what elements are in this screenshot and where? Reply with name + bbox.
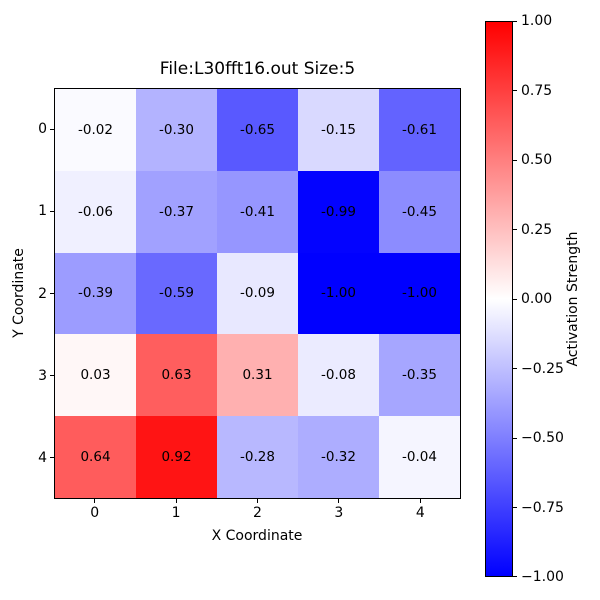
colorbar-tick-label: 0.75 xyxy=(521,82,553,99)
heatmap-cell-value: -0.61 xyxy=(402,121,437,138)
x-tick-mark xyxy=(338,499,340,503)
heatmap-cell: -0.39 xyxy=(55,252,136,335)
colorbar-tick-mark xyxy=(513,437,517,439)
y-tick-label: 3 xyxy=(38,367,47,384)
colorbar-tick-label: −1.00 xyxy=(521,569,564,585)
y-tick-label: 2 xyxy=(38,285,47,302)
colorbar xyxy=(485,21,513,577)
heatmap-cell: -0.32 xyxy=(298,416,379,498)
heatmap-cell: -0.30 xyxy=(136,89,217,171)
heatmap-cell-value: -0.39 xyxy=(78,285,113,302)
heatmap-cell: -0.08 xyxy=(298,334,379,417)
heatmap-cell: -0.09 xyxy=(217,252,298,335)
heatmap-cell: 0.92 xyxy=(136,416,217,498)
heatmap-cell-value: -0.02 xyxy=(78,121,113,138)
colorbar-tick-mark xyxy=(513,90,517,91)
heatmap-cell: -0.41 xyxy=(217,170,298,253)
heatmap-cell: -0.59 xyxy=(136,252,217,335)
heatmap-cell: -0.37 xyxy=(136,170,217,253)
x-tick-label: 0 xyxy=(90,505,100,521)
colorbar-tick-mark xyxy=(513,229,517,230)
heatmap-cell: 0.31 xyxy=(217,334,298,417)
y-tick-mark xyxy=(50,375,54,377)
heatmap-cell-value: -0.65 xyxy=(240,121,275,138)
heatmap-cell-value: -0.09 xyxy=(240,285,275,302)
heatmap-cell: -0.45 xyxy=(379,170,460,253)
colorbar-label: Activation Strength xyxy=(565,231,581,367)
heatmap-cell-value: -0.35 xyxy=(402,367,437,384)
heatmap-cell: 0.03 xyxy=(55,334,136,417)
heatmap-cell-value: -1.00 xyxy=(402,285,437,302)
heatmap-cell-value: 0.64 xyxy=(80,449,111,466)
heatmap-cell-value: -0.08 xyxy=(321,367,356,384)
x-tick-mark xyxy=(175,499,177,503)
x-tick-mark xyxy=(419,499,421,503)
x-tick-label: 2 xyxy=(253,505,262,521)
heatmap-cell-value: 0.92 xyxy=(161,449,192,466)
heatmap-cell: -0.04 xyxy=(379,416,460,498)
heatmap-cell: -1.00 xyxy=(379,252,460,335)
heatmap-grid: -0.02 -0.30 -0.65 -0.15 -0.61 -0.06 -0.37 -0.41… xyxy=(54,88,461,499)
heatmap-cell-value: 0.31 xyxy=(242,367,273,384)
y-tick-label: 0 xyxy=(38,121,47,138)
colorbar-tick-mark xyxy=(513,298,517,300)
heatmap-cell-value: -0.30 xyxy=(159,121,194,138)
heatmap-cell: -0.99 xyxy=(298,170,379,253)
colorbar-tick-label: 0.25 xyxy=(521,221,553,238)
heatmap-cell: -0.28 xyxy=(217,416,298,498)
x-tick-mark xyxy=(94,499,96,503)
y-tick-mark xyxy=(50,128,54,130)
heatmap-cell-value: 0.03 xyxy=(80,367,111,384)
y-tick-mark xyxy=(50,210,54,212)
heatmap-cell-value: -0.59 xyxy=(159,285,194,302)
x-tick-label: 3 xyxy=(334,505,344,521)
y-tick-label: 4 xyxy=(38,449,47,466)
heatmap-cell-value: -0.45 xyxy=(402,203,437,220)
heatmap-cell: 0.63 xyxy=(136,334,217,417)
heatmap-cell-value: -1.00 xyxy=(321,285,356,302)
heatmap-cell: -0.61 xyxy=(379,89,460,171)
x-tick-label: 4 xyxy=(415,505,425,521)
colorbar-tick-label: −0.50 xyxy=(521,430,564,446)
colorbar-tick-label: −0.25 xyxy=(521,360,564,377)
heatmap-cell-value: -0.99 xyxy=(321,203,356,220)
heatmap-cell-value: -0.06 xyxy=(78,203,113,220)
colorbar-tick-mark xyxy=(513,368,517,369)
heatmap-cell: -0.02 xyxy=(55,89,136,171)
heatmap-cell: 0.64 xyxy=(55,416,136,498)
colorbar-tick-mark xyxy=(513,159,517,161)
heatmap-cell-value: -0.32 xyxy=(321,449,356,466)
heatmap-cell-value: -0.04 xyxy=(402,449,437,466)
colorbar-tick-label: 0.00 xyxy=(521,291,553,307)
chart-title: File:L30fft16.out Size:5 xyxy=(159,59,356,79)
heatmap-cell-value: 0.63 xyxy=(161,367,192,384)
colorbar-tick-label: 0.50 xyxy=(521,152,553,168)
x-axis-label: X Coordinate xyxy=(211,528,303,544)
y-axis-label: Y Coordinate xyxy=(11,248,27,338)
x-tick-mark xyxy=(257,499,258,503)
x-tick-label: 1 xyxy=(171,505,181,521)
heatmap-cell-value: -0.15 xyxy=(321,121,356,138)
colorbar-tick-label: 1.00 xyxy=(521,13,553,29)
colorbar-tick-mark xyxy=(513,20,517,22)
heatmap-cell-value: -0.41 xyxy=(240,203,275,220)
y-tick-label: 1 xyxy=(38,203,47,220)
y-tick-mark xyxy=(50,457,54,459)
heatmap-cell: -1.00 xyxy=(298,252,379,335)
colorbar-tick-mark xyxy=(513,575,517,577)
heatmap-cell: -0.65 xyxy=(217,89,298,171)
heatmap-cell: -0.06 xyxy=(55,170,136,253)
heatmap-cell: -0.15 xyxy=(298,89,379,171)
heatmap-cell-value: -0.37 xyxy=(159,203,194,220)
colorbar-tick-label: −0.75 xyxy=(521,499,564,516)
heatmap-cell-value: -0.28 xyxy=(240,449,275,466)
y-tick-mark xyxy=(50,293,54,294)
heatmap-cell: -0.35 xyxy=(379,334,460,417)
colorbar-tick-mark xyxy=(513,507,517,508)
